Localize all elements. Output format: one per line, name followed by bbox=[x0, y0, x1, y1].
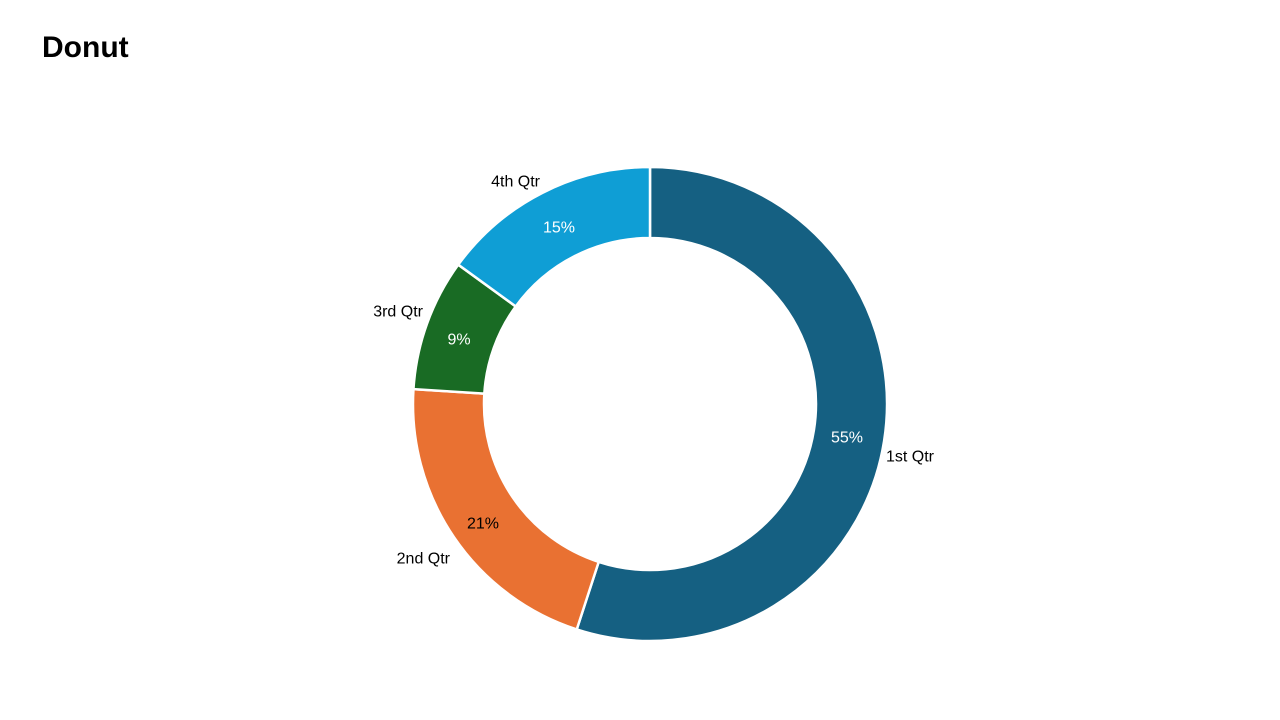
donut-segment-1st-qtr bbox=[575, 165, 889, 643]
value-label-2nd-qtr: 21% bbox=[467, 516, 499, 533]
category-label-1st-qtr: 1st Qtr bbox=[886, 449, 935, 466]
category-label-4th-qtr: 4th Qtr bbox=[491, 174, 541, 191]
value-label-3rd-qtr: 9% bbox=[447, 332, 470, 349]
value-label-1st-qtr: 55% bbox=[831, 430, 863, 447]
category-label-3rd-qtr: 3rd Qtr bbox=[373, 304, 423, 321]
donut-segment-2nd-qtr bbox=[411, 387, 600, 631]
donut-segment-4th-qtr bbox=[457, 165, 652, 308]
chart-title: Donut bbox=[42, 31, 129, 64]
value-label-4th-qtr: 15% bbox=[543, 220, 575, 237]
category-label-2nd-qtr: 2nd Qtr bbox=[397, 551, 451, 568]
